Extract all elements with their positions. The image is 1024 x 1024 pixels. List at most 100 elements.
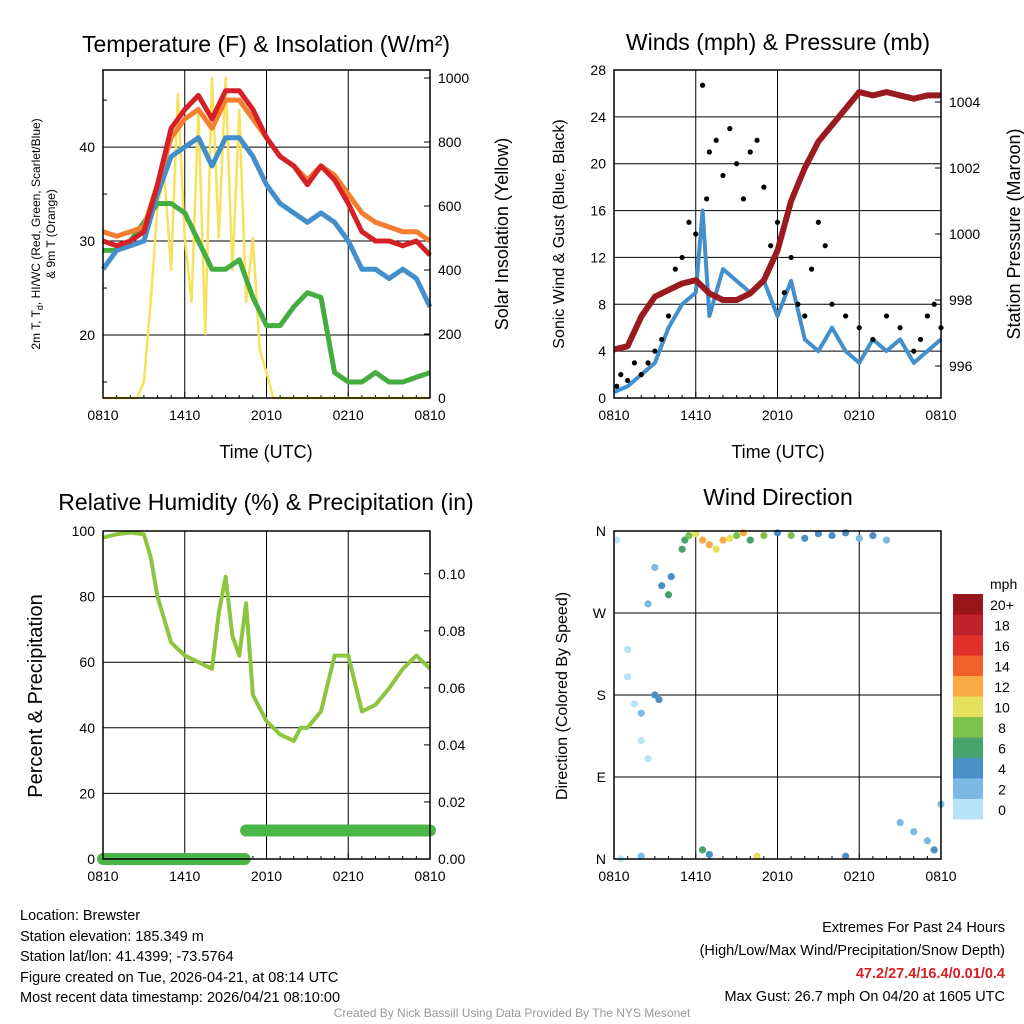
- y2-tick-label: 0.04: [438, 737, 465, 753]
- gust-point: [747, 149, 753, 155]
- wind-direction-point: [814, 530, 822, 538]
- y-tick-label: 40: [79, 139, 95, 155]
- legend-swatch: [953, 676, 983, 697]
- x-tick-label: 0210: [844, 868, 875, 884]
- legend-label: 18: [994, 618, 1010, 634]
- y2-tick-label: 200: [438, 326, 462, 342]
- gust-point: [754, 137, 760, 143]
- gust-point: [781, 289, 787, 296]
- plot-border: [102, 530, 431, 860]
- y-tick-label: E: [597, 769, 606, 785]
- y-axis-label-subscript: d: [35, 305, 45, 310]
- wind-direction-point: [630, 700, 639, 708]
- gust-point: [706, 149, 712, 155]
- legend-swatch: [953, 758, 983, 779]
- wind-direction-point: [801, 534, 809, 542]
- x-tick-label: 0210: [333, 407, 364, 423]
- gust-point: [883, 313, 890, 319]
- wind-direction-point: [698, 846, 707, 854]
- chart-title: Winds (mph) & Pressure (mb): [626, 29, 930, 55]
- gust-point: [659, 336, 665, 343]
- gust-point: [829, 301, 835, 307]
- gust-point: [679, 254, 685, 261]
- legend-label: 14: [994, 659, 1010, 675]
- legend-label: 8: [998, 720, 1006, 736]
- x-tick-label: 2010: [251, 407, 282, 423]
- x-tick-label: 0810: [598, 868, 629, 884]
- recent-data-text: Most recent data timestamp: 2026/04/21 0…: [20, 990, 341, 1006]
- x-tick-label: 0810: [414, 868, 445, 884]
- gust-point: [713, 137, 719, 143]
- gust-point: [788, 254, 794, 261]
- y-tick-label: 16: [590, 203, 606, 219]
- wind-direction-point: [678, 545, 686, 553]
- wind-direction-point: [787, 531, 795, 540]
- wind-direction-point: [624, 673, 632, 681]
- x-tick-label: 0810: [87, 407, 118, 423]
- y2-tick-label: 0.06: [438, 680, 465, 696]
- y2-tick-label: 400: [438, 262, 462, 278]
- x-tick-label: 0210: [333, 868, 364, 884]
- series-td: [103, 201, 431, 385]
- y2-axis-label: Solar Insolation (Yellow): [492, 138, 512, 330]
- y-axis-label: Direction (Colored By Speed): [554, 592, 571, 800]
- y2-tick-label: 0.08: [438, 623, 465, 639]
- gust-point: [815, 219, 821, 225]
- wind-direction-point: [869, 531, 877, 540]
- series-sonic-wind: [613, 208, 943, 394]
- y-tick-label: 30: [79, 233, 95, 249]
- extremes-subtitle: (High/Low/Max Wind/Precipitation/Snow De…: [699, 943, 1005, 959]
- speed-legend: mph 20+ 18 16 14 12 10 8 6 4 2 0: [953, 576, 1017, 820]
- y-tick-label: 20: [590, 156, 606, 172]
- gust-point: [740, 196, 747, 202]
- series-relative-humidity: [102, 530, 432, 743]
- y-axis-label-part: 2m T, T: [29, 309, 43, 349]
- wind-direction-point: [923, 837, 931, 845]
- y2-tick-label: 0.00: [438, 851, 465, 867]
- y-tick-label: 8: [598, 296, 606, 312]
- chart-title: Temperature (F) & Insolation (W/m²): [82, 31, 450, 57]
- gust-point: [843, 313, 849, 319]
- gust-point: [870, 336, 876, 343]
- x-tick-label: 2010: [762, 868, 793, 884]
- gust-point: [924, 313, 930, 319]
- wind-direction-point: [705, 541, 713, 549]
- wind-direction-point: [733, 531, 741, 540]
- series-hi-wc: [100, 135, 433, 308]
- latlon-text: Station lat/lon: 41.4399; -73.5764: [20, 949, 234, 965]
- location-text: Location: Brewster: [20, 908, 141, 924]
- plot-border: [613, 69, 942, 399]
- wind-direction-point: [930, 846, 938, 854]
- wind-direction-point: [637, 709, 645, 717]
- legend-label: 16: [994, 638, 1010, 654]
- panel-1: 0810 1410 2010 0210 081020304002004006008001…: [79, 70, 469, 423]
- y2-tick-label: 998: [949, 292, 973, 308]
- x-tick-label: 1410: [680, 868, 711, 884]
- wind-direction-point: [712, 545, 720, 553]
- gust-point: [652, 348, 658, 354]
- gust-point: [625, 377, 631, 384]
- wind-direction-point: [896, 818, 904, 827]
- y-tick-label: 0: [598, 390, 606, 406]
- gust-point: [638, 371, 644, 378]
- gust-point: [614, 383, 620, 389]
- max-gust-text: Max Gust: 26.7 mph On 04/20 at 1605 UTC: [724, 989, 1005, 1005]
- wind-direction-point: [726, 534, 734, 542]
- wind-direction-point: [644, 600, 652, 608]
- wind-direction-point: [685, 531, 693, 540]
- y2-tick-label: 1004: [949, 94, 980, 110]
- wind-direction-point: [719, 536, 727, 544]
- y-tick-label: N: [596, 851, 606, 867]
- y-axis-label: Percent & Precipitation: [25, 594, 47, 797]
- legend-swatch: [953, 635, 983, 656]
- wind-direction-point: [705, 850, 713, 859]
- gust-point: [699, 82, 706, 88]
- gust-point: [802, 313, 808, 319]
- wind-direction-point: [637, 736, 645, 745]
- gust-point: [897, 325, 903, 331]
- gust-point: [704, 196, 710, 202]
- x-tick-label: 0810: [925, 407, 956, 423]
- y2-tick-label: 1000: [438, 70, 469, 86]
- legend-swatch: [953, 655, 983, 676]
